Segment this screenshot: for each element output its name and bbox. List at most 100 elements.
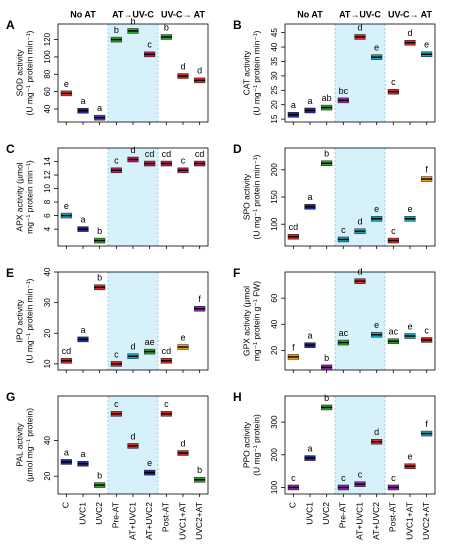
significance-letter: d bbox=[130, 431, 135, 441]
y-axis-label: (U mg⁻¹ protein min⁻¹) bbox=[251, 30, 261, 115]
y-axis-label: mg⁻¹ protein min⁻¹) bbox=[24, 160, 34, 234]
panel-letter: A bbox=[6, 18, 15, 32]
significance-letter: f bbox=[292, 342, 295, 352]
x-tick-label: AT+UVC1 bbox=[127, 502, 137, 540]
x-tick-label: UVC1+AT bbox=[404, 502, 414, 540]
y-axis-label: (U mg⁻¹ protein) bbox=[251, 414, 261, 476]
significance-letter: ac bbox=[389, 327, 399, 337]
y-tick-label: 80 bbox=[43, 69, 52, 78]
significance-letter: b bbox=[324, 393, 329, 403]
significance-letter: c bbox=[358, 470, 363, 480]
group-label: UV-C→ AT bbox=[161, 9, 206, 19]
significance-letter: e bbox=[424, 40, 429, 50]
significance-letter: d bbox=[374, 427, 379, 437]
significance-letter: cd bbox=[195, 149, 205, 159]
significance-letter: cd bbox=[162, 149, 172, 159]
significance-letter: d bbox=[357, 22, 362, 32]
significance-letter: c bbox=[114, 399, 119, 409]
significance-letter: d bbox=[180, 438, 185, 448]
x-tick-label: Pre-AT bbox=[111, 502, 121, 528]
y-tick-label: 6 bbox=[43, 213, 52, 218]
shade-region bbox=[335, 272, 385, 370]
significance-letter: d bbox=[180, 61, 185, 71]
y-tick-label: 60 bbox=[270, 293, 279, 302]
significance-letter: b bbox=[197, 465, 202, 475]
y-tick-label: 100 bbox=[43, 50, 52, 64]
significance-letter: c bbox=[341, 473, 346, 483]
significance-letter: a bbox=[307, 192, 312, 202]
significance-letter: e bbox=[374, 43, 379, 53]
y-tick-label: 100 bbox=[270, 217, 279, 231]
significance-letter: e bbox=[147, 458, 152, 468]
group-label: No AT bbox=[70, 9, 96, 19]
x-tick-label: UVC1+AT bbox=[177, 502, 187, 540]
significance-letter: c bbox=[164, 399, 169, 409]
significance-letter: f bbox=[198, 294, 201, 304]
significance-letter: a bbox=[80, 325, 85, 335]
significance-letter: ae bbox=[145, 337, 155, 347]
y-tick-label: 10 bbox=[43, 359, 52, 368]
x-tick-label: Pre-AT bbox=[338, 502, 348, 528]
y-tick-label: 14 bbox=[43, 157, 52, 166]
significance-letter: c bbox=[147, 40, 152, 50]
panel-letter: H bbox=[233, 390, 242, 404]
x-tick-label: Post-AT bbox=[388, 502, 398, 532]
y-axis-label: (U mg⁻¹ protein min⁻¹) bbox=[251, 154, 261, 239]
y-tick-label: 20 bbox=[270, 100, 279, 109]
significance-letter: e bbox=[374, 204, 379, 214]
significance-letter: b bbox=[324, 353, 329, 363]
significance-letter: d bbox=[130, 342, 135, 352]
group-label: AT→UV-C bbox=[339, 9, 381, 19]
y-tick-label: 45 bbox=[270, 28, 279, 37]
panel-letter: F bbox=[233, 266, 240, 280]
significance-letter: cd bbox=[145, 149, 155, 159]
significance-letter: c bbox=[291, 473, 296, 483]
significance-letter: f bbox=[425, 419, 428, 429]
significance-letter: e bbox=[407, 204, 412, 214]
significance-letter: f bbox=[425, 164, 428, 174]
x-tick-label: C bbox=[61, 502, 71, 508]
y-axis-label: PPO activity bbox=[241, 421, 251, 468]
x-tick-label: UVC2 bbox=[321, 502, 331, 525]
significance-letter: d bbox=[197, 66, 202, 76]
significance-letter: c bbox=[181, 156, 186, 166]
y-axis-label: CAT activity bbox=[241, 50, 251, 95]
significance-letter: ac bbox=[339, 328, 349, 338]
y-axis-label: SPO activity bbox=[241, 173, 251, 220]
x-tick-label: AT+UVC2 bbox=[144, 502, 154, 540]
x-tick-label: C bbox=[288, 502, 298, 508]
y-tick-label: 150 bbox=[270, 190, 279, 204]
x-tick-label: UVC1 bbox=[77, 502, 87, 525]
significance-letter: a bbox=[64, 447, 69, 457]
y-tick-label: 8 bbox=[43, 199, 52, 204]
significance-letter: b bbox=[130, 16, 135, 26]
y-tick-label: 120 bbox=[43, 32, 52, 46]
significance-letter: e bbox=[407, 321, 412, 331]
y-tick-label: 30 bbox=[43, 298, 52, 307]
y-tick-label: 60 bbox=[43, 87, 52, 96]
x-tick-label: UVC2+AT bbox=[194, 502, 204, 540]
y-axis-label: GPX activity (µmol bbox=[241, 286, 251, 356]
significance-letter: e bbox=[64, 79, 69, 89]
y-tick-label: 40 bbox=[270, 319, 279, 328]
significance-letter: a bbox=[291, 100, 296, 110]
panel-letter: D bbox=[233, 142, 242, 156]
significance-letter: a bbox=[80, 96, 85, 106]
y-axis-label: (U mg⁻¹ protein min⁻¹) bbox=[24, 30, 34, 115]
y-tick-label: 300 bbox=[270, 415, 279, 429]
significance-letter: cd bbox=[289, 222, 299, 232]
significance-letter: ab bbox=[322, 93, 332, 103]
x-tick-label: UVC2 bbox=[94, 502, 104, 525]
significance-letter: d bbox=[407, 28, 412, 38]
x-tick-label: AT+UVC2 bbox=[371, 502, 381, 540]
x-tick-label: UVC2+AT bbox=[421, 502, 431, 540]
significance-letter: c bbox=[341, 225, 346, 235]
significance-letter: b bbox=[114, 25, 119, 35]
significance-letter: e bbox=[64, 201, 69, 211]
significance-letter: a bbox=[97, 103, 102, 113]
panel-letter: B bbox=[233, 18, 242, 32]
significance-letter: bc bbox=[339, 86, 349, 96]
y-tick-label: 30 bbox=[270, 71, 279, 80]
group-label: UV-C→ AT bbox=[388, 9, 433, 19]
